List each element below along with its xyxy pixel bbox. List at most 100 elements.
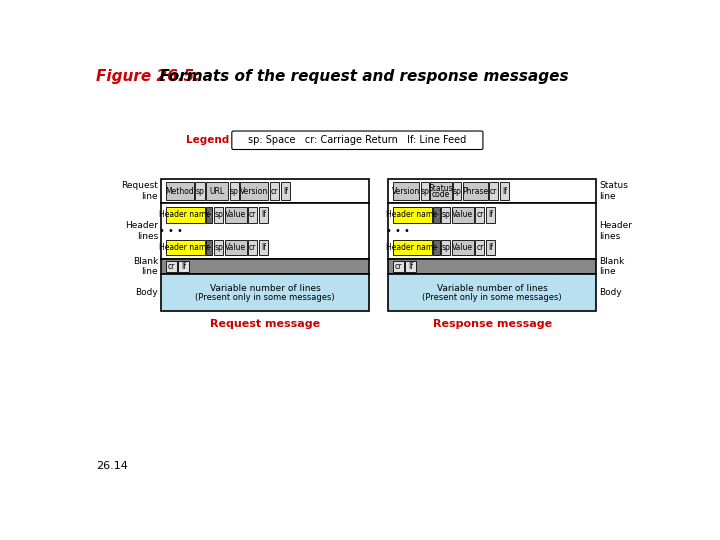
Text: lf: lf: [261, 243, 266, 252]
Bar: [475, 240, 485, 255]
Bar: [393, 182, 419, 200]
Bar: [388, 274, 596, 311]
Bar: [214, 240, 223, 255]
Bar: [179, 261, 189, 272]
Bar: [161, 204, 369, 259]
Text: Value: Value: [452, 211, 473, 219]
Text: Value: Value: [225, 243, 246, 252]
Text: Header
lines: Header lines: [125, 221, 158, 241]
Text: lf: lf: [488, 211, 493, 219]
Text: Body: Body: [135, 288, 158, 297]
Text: lf: lf: [283, 187, 288, 195]
Text: Value: Value: [225, 211, 246, 219]
Text: cr: cr: [168, 262, 175, 271]
Bar: [463, 182, 487, 200]
Bar: [230, 182, 239, 200]
Text: Variable number of lines: Variable number of lines: [437, 284, 548, 293]
Text: lf: lf: [181, 262, 186, 271]
Bar: [270, 182, 279, 200]
Text: Header name: Header name: [159, 243, 211, 252]
Text: sp: sp: [453, 187, 462, 195]
Bar: [206, 182, 228, 200]
Text: Value: Value: [452, 243, 473, 252]
Text: Version: Version: [240, 187, 269, 195]
Bar: [240, 182, 269, 200]
Bar: [388, 259, 596, 274]
Text: Request message: Request message: [210, 319, 320, 329]
Text: cr: cr: [271, 187, 278, 195]
Text: Method: Method: [166, 187, 194, 195]
Text: cr: cr: [476, 243, 484, 252]
Text: (Present only in some messages): (Present only in some messages): [195, 293, 335, 302]
Text: Header name: Header name: [387, 211, 438, 219]
Bar: [393, 240, 432, 255]
Bar: [441, 240, 451, 255]
Bar: [166, 182, 194, 200]
Text: :: :: [208, 211, 211, 219]
Bar: [259, 240, 269, 255]
Text: 26.14: 26.14: [96, 461, 128, 471]
Bar: [281, 182, 290, 200]
Text: • • •: • • •: [158, 226, 183, 236]
Bar: [452, 240, 474, 255]
Bar: [486, 207, 495, 222]
Text: :: :: [435, 243, 438, 252]
Text: Blank
line: Blank line: [133, 257, 158, 276]
Bar: [441, 207, 451, 222]
Text: lf: lf: [488, 243, 493, 252]
Text: :: :: [208, 243, 211, 252]
Bar: [195, 182, 204, 200]
Bar: [431, 182, 452, 200]
Text: :: :: [435, 211, 438, 219]
Bar: [388, 204, 596, 259]
Text: • • •: • • •: [386, 226, 410, 236]
Bar: [433, 207, 439, 222]
Bar: [454, 182, 462, 200]
Text: lf: lf: [502, 187, 507, 195]
Bar: [405, 261, 416, 272]
Text: sp: sp: [441, 243, 450, 252]
FancyBboxPatch shape: [232, 131, 483, 150]
Text: Phrase: Phrase: [462, 187, 488, 195]
Text: sp: sp: [196, 187, 204, 195]
Text: cr: cr: [249, 243, 256, 252]
Bar: [248, 240, 258, 255]
Bar: [225, 240, 246, 255]
Bar: [161, 179, 369, 204]
Text: sp: sp: [230, 187, 238, 195]
Bar: [214, 207, 223, 222]
Bar: [161, 259, 369, 274]
Bar: [421, 182, 428, 200]
Text: Status: Status: [429, 184, 454, 193]
Bar: [225, 207, 246, 222]
Text: Header
lines: Header lines: [599, 221, 632, 241]
Text: sp: Space   cr: Carriage Return   lf: Line Feed: sp: Space cr: Carriage Return lf: Line F…: [248, 135, 467, 145]
Text: code: code: [432, 190, 450, 199]
Text: sp: sp: [420, 187, 429, 195]
Text: Formats of the request and response messages: Formats of the request and response mess…: [149, 70, 569, 84]
Text: cr: cr: [476, 211, 484, 219]
Text: Version: Version: [392, 187, 420, 195]
Bar: [500, 182, 509, 200]
Text: Request
line: Request line: [122, 181, 158, 201]
Bar: [452, 207, 474, 222]
Bar: [206, 240, 212, 255]
Text: sp: sp: [441, 211, 450, 219]
Text: Body: Body: [599, 288, 622, 297]
Bar: [433, 240, 439, 255]
Bar: [166, 207, 204, 222]
Bar: [206, 207, 212, 222]
Text: cr: cr: [249, 211, 256, 219]
Text: Figure 26.5:: Figure 26.5:: [96, 70, 200, 84]
Text: Variable number of lines: Variable number of lines: [210, 284, 320, 293]
Bar: [166, 261, 177, 272]
Text: Header name: Header name: [387, 243, 438, 252]
Bar: [393, 207, 432, 222]
Bar: [161, 274, 369, 311]
Bar: [486, 240, 495, 255]
Text: cr: cr: [395, 262, 402, 271]
Text: Blank
line: Blank line: [599, 257, 624, 276]
Bar: [393, 261, 404, 272]
Text: lf: lf: [408, 262, 413, 271]
Text: (Present only in some messages): (Present only in some messages): [423, 293, 562, 302]
